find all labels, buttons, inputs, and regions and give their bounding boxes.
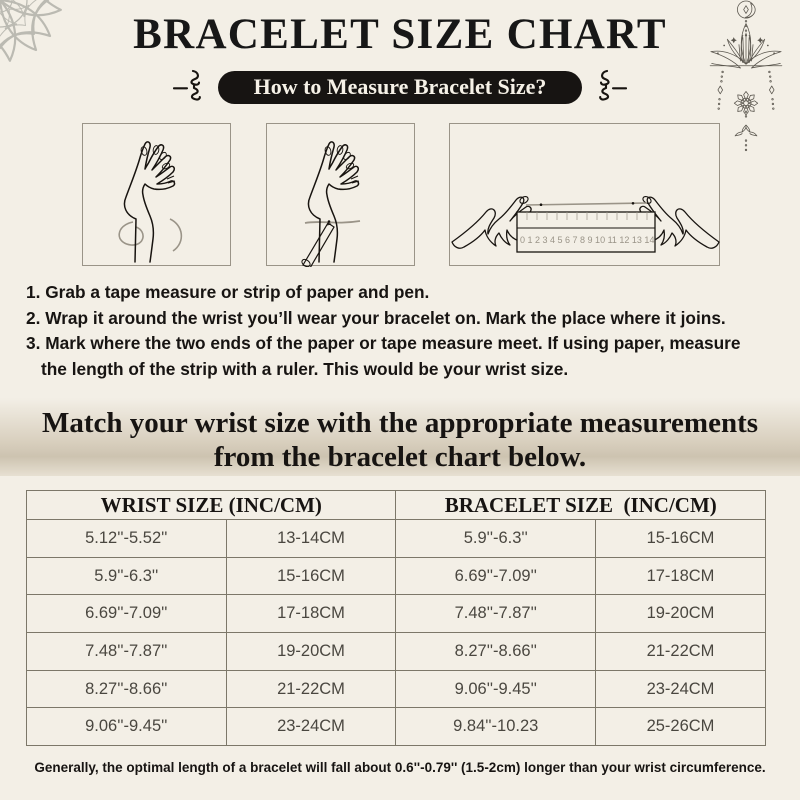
svg-text:0 1 2 3 4 5 6 7 8 9 10 11 12 1: 0 1 2 3 4 5 6 7 8 9 10 11 12 13 14 [520,235,654,245]
